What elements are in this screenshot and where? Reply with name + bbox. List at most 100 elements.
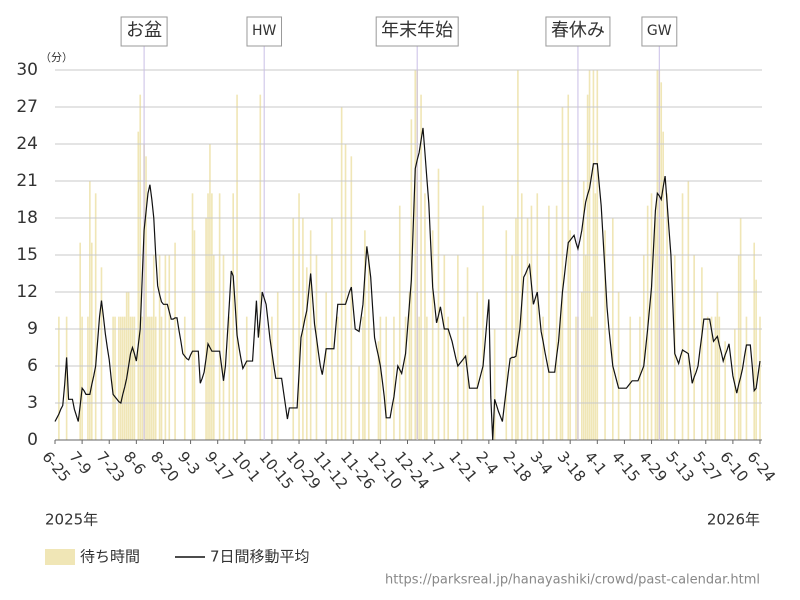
bar	[213, 255, 215, 440]
bar	[639, 316, 641, 440]
bar	[87, 316, 89, 440]
bar	[112, 316, 114, 440]
line	[54, 127, 761, 441]
bar	[662, 131, 664, 440]
bar	[393, 316, 395, 440]
bar	[377, 341, 380, 440]
y-tick-label: 3	[27, 393, 38, 413]
bar	[315, 255, 318, 440]
bar	[629, 316, 632, 440]
bar	[94, 193, 97, 440]
bar	[753, 242, 756, 440]
bar	[305, 267, 308, 440]
bar	[642, 255, 645, 440]
bar	[164, 255, 167, 440]
y-tick-label: 21	[16, 171, 38, 191]
bar	[536, 193, 539, 440]
annotation-box	[375, 16, 459, 47]
bar	[121, 316, 124, 440]
bar	[466, 267, 469, 440]
x-tick-label: 6-24	[743, 448, 779, 486]
bar	[718, 316, 721, 440]
bar	[447, 316, 449, 440]
bar	[745, 316, 748, 440]
bar	[207, 193, 209, 440]
bar	[604, 230, 606, 440]
bar	[139, 94, 142, 441]
annotation-label: 年末年始	[381, 20, 453, 41]
x-tick-label: 4-15	[608, 448, 644, 486]
x-tick-label: 2-18	[499, 448, 535, 486]
annotation-label: HW	[252, 23, 277, 39]
x-tick-label: 5-13	[662, 448, 698, 486]
x-tick-label: 3-18	[554, 448, 590, 486]
bar	[561, 107, 564, 440]
bar	[590, 316, 593, 440]
x-tick-label: 4-29	[635, 448, 671, 486]
bar	[174, 242, 176, 440]
annotation-box	[641, 16, 678, 47]
bar	[710, 316, 713, 440]
y-tick-label: 12	[16, 282, 38, 302]
bar	[129, 316, 132, 440]
bar	[133, 316, 136, 440]
bar	[759, 316, 761, 440]
bar	[137, 131, 140, 440]
bar	[706, 316, 709, 440]
bar	[350, 156, 353, 441]
bar	[559, 316, 562, 440]
bar	[118, 316, 120, 440]
bar	[493, 329, 496, 440]
bar	[183, 316, 186, 440]
annotation-box	[120, 16, 168, 47]
legend-label: 待ち時間	[80, 548, 140, 566]
bar	[511, 255, 513, 440]
bar	[298, 193, 300, 440]
bar	[530, 205, 533, 440]
bar	[660, 82, 663, 440]
bar	[158, 255, 161, 440]
bar	[687, 181, 690, 440]
bar	[404, 316, 407, 440]
bar	[567, 94, 570, 441]
bar	[81, 316, 83, 440]
y-tick-label: 30	[16, 60, 38, 80]
bar	[385, 316, 388, 440]
y-tick-label: 18	[16, 208, 38, 228]
y-tick-label: 6	[27, 356, 38, 376]
bar	[482, 205, 484, 440]
annotation-label: GW	[647, 23, 672, 39]
bar	[462, 316, 465, 440]
bar	[582, 181, 585, 440]
bar	[271, 316, 273, 440]
annotation-label: お盆	[126, 20, 162, 41]
bar	[123, 316, 126, 440]
bar	[149, 316, 151, 440]
x-tick-label: 6-10	[716, 448, 752, 486]
bar	[160, 316, 163, 440]
bar	[309, 230, 312, 440]
bar	[131, 316, 134, 440]
bar	[141, 316, 143, 440]
bar	[437, 168, 440, 440]
bar	[228, 316, 231, 440]
bar	[65, 316, 68, 440]
x-tick-label: 8-20	[147, 448, 183, 486]
bar	[100, 267, 103, 440]
bar	[340, 107, 343, 440]
x-tick-label: 9-17	[201, 448, 237, 486]
bar	[236, 94, 238, 441]
bar	[701, 267, 703, 440]
bar	[755, 279, 757, 440]
bar	[457, 255, 459, 440]
bar	[505, 230, 508, 440]
bar	[89, 181, 91, 440]
bar	[542, 316, 544, 440]
bar	[364, 230, 366, 440]
bar	[154, 316, 157, 440]
bar	[58, 316, 60, 440]
x-tick-label: 10-1	[228, 448, 264, 486]
bar	[259, 94, 262, 441]
y-tick-label: 27	[16, 97, 38, 117]
bar	[90, 242, 93, 440]
